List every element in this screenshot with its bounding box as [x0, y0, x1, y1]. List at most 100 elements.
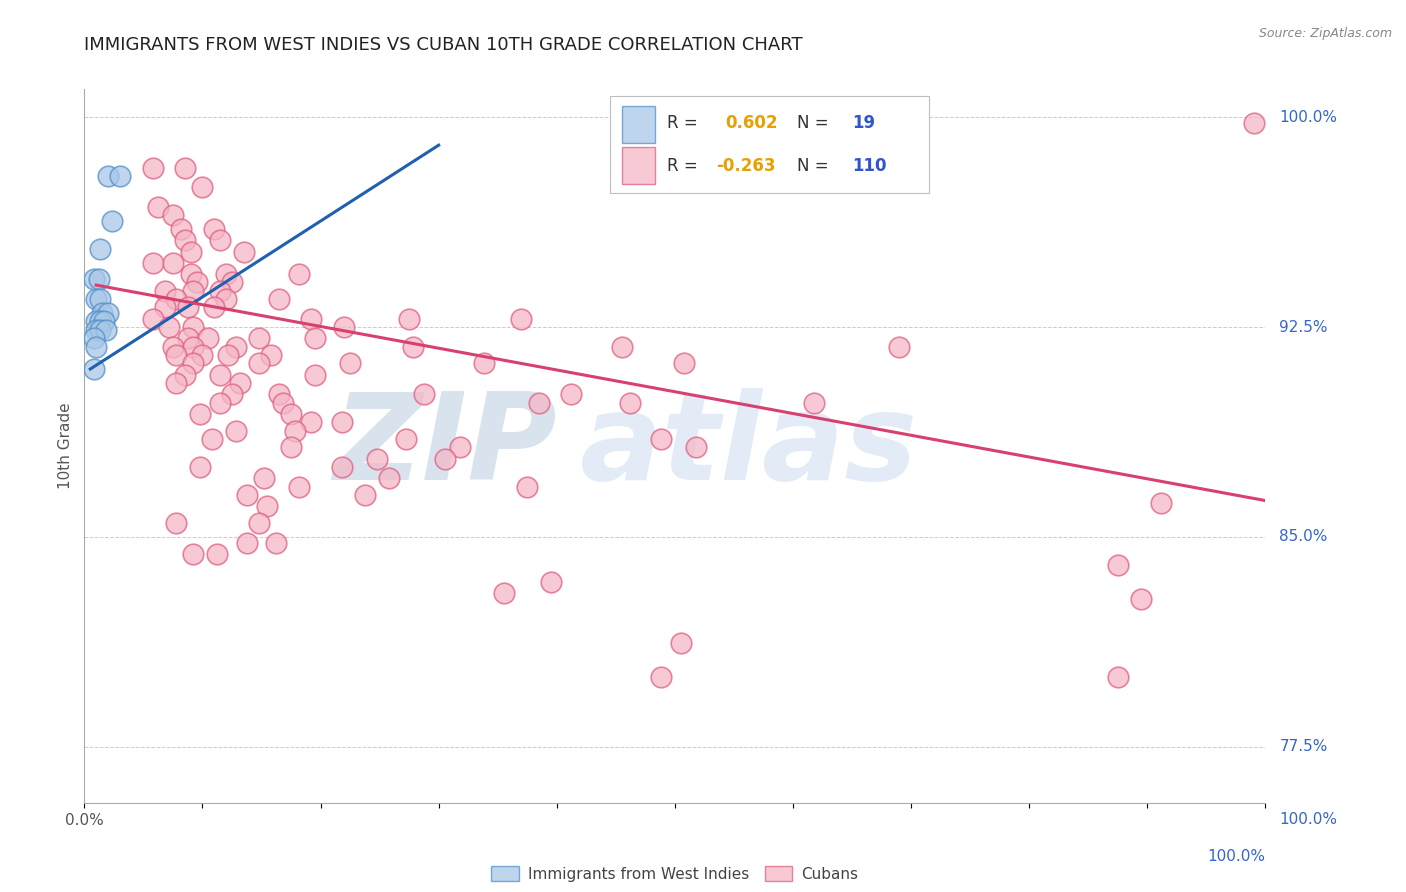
Legend: Immigrants from West Indies, Cubans: Immigrants from West Indies, Cubans: [485, 860, 865, 888]
Point: [225, 424, 247, 438]
Text: 77.5%: 77.5%: [1279, 739, 1327, 755]
Point: [288, 267, 311, 281]
Point: [166, 516, 188, 530]
Point: [84, 323, 107, 337]
Point: [330, 415, 353, 429]
Text: 100.0%: 100.0%: [1279, 812, 1337, 827]
Point: [229, 376, 252, 390]
Point: [209, 233, 232, 247]
Point: [91, 306, 114, 320]
Point: [202, 222, 225, 236]
Point: [527, 395, 550, 409]
Y-axis label: 10th Grade: 10th Grade: [58, 402, 73, 490]
Point: [449, 441, 471, 455]
Point: [162, 256, 184, 270]
Point: [142, 256, 165, 270]
Bar: [621, 147, 655, 184]
Point: [166, 348, 188, 362]
Point: [181, 284, 204, 298]
Point: [1243, 116, 1265, 130]
Point: [170, 222, 193, 236]
Point: [260, 348, 283, 362]
Text: 110: 110: [852, 157, 887, 175]
Point: [108, 169, 131, 183]
Point: [510, 311, 533, 326]
Text: 100.0%: 100.0%: [1279, 110, 1337, 125]
Text: 0.602: 0.602: [725, 114, 778, 132]
Text: R =: R =: [666, 157, 703, 175]
Point: [180, 244, 202, 259]
Point: [304, 368, 326, 382]
Point: [97, 306, 120, 320]
Point: [202, 301, 225, 315]
Point: [173, 233, 195, 247]
Text: R =: R =: [666, 114, 703, 132]
Point: [516, 479, 538, 493]
Point: [205, 547, 228, 561]
Point: [217, 348, 239, 362]
Point: [619, 395, 641, 409]
Point: [288, 479, 311, 493]
Point: [162, 340, 184, 354]
Point: [89, 292, 111, 306]
Point: [236, 535, 259, 549]
Point: [188, 407, 211, 421]
Point: [153, 284, 176, 298]
Point: [215, 292, 238, 306]
Bar: [621, 105, 655, 143]
Point: [1107, 670, 1129, 684]
Point: [540, 574, 562, 589]
Point: [157, 320, 180, 334]
Point: [215, 267, 238, 281]
Point: [402, 340, 425, 354]
Point: [94, 323, 117, 337]
Point: [142, 161, 165, 175]
Text: 100.0%: 100.0%: [1208, 849, 1265, 864]
Point: [181, 356, 204, 370]
Text: 85.0%: 85.0%: [1279, 530, 1327, 544]
Point: [232, 244, 254, 259]
Point: [173, 368, 195, 382]
Point: [209, 395, 232, 409]
Point: [650, 670, 672, 684]
Point: [492, 586, 515, 600]
Point: [83, 272, 105, 286]
Point: [83, 331, 105, 345]
Point: [191, 348, 214, 362]
Point: [89, 323, 111, 337]
Point: [173, 161, 195, 175]
Point: [84, 292, 107, 306]
Point: [100, 213, 122, 227]
Point: [398, 311, 420, 326]
Point: [1107, 558, 1129, 572]
Point: [221, 275, 243, 289]
Point: [378, 471, 401, 485]
Point: [146, 200, 169, 214]
Point: [253, 471, 276, 485]
Point: [610, 340, 633, 354]
Point: [366, 451, 388, 466]
Text: ZIP: ZIP: [333, 387, 557, 505]
Point: [97, 169, 120, 183]
Text: N =: N =: [797, 114, 834, 132]
Text: 19: 19: [852, 114, 875, 132]
Point: [142, 311, 165, 326]
Point: [433, 451, 456, 466]
Point: [166, 376, 188, 390]
Point: [413, 387, 436, 401]
Point: [209, 368, 232, 382]
Point: [673, 356, 696, 370]
Point: [650, 432, 672, 446]
Point: [89, 242, 111, 256]
Point: [304, 331, 326, 345]
Point: [247, 356, 270, 370]
Point: [247, 331, 270, 345]
Point: [89, 314, 111, 328]
Point: [236, 488, 259, 502]
Point: [1150, 496, 1173, 510]
Point: [280, 407, 302, 421]
Point: [186, 275, 208, 289]
Point: [1130, 591, 1153, 606]
Point: [181, 547, 204, 561]
Point: [166, 292, 188, 306]
